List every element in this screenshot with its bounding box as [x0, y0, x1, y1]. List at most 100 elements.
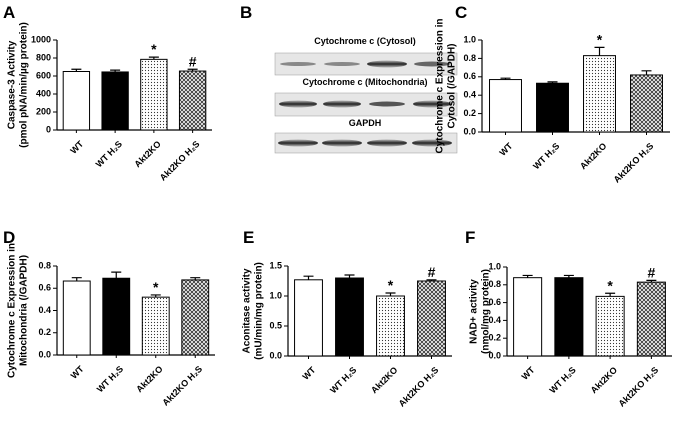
- bar: [102, 277, 131, 356]
- y-tick-label: 0.4: [38, 305, 51, 315]
- y-tick-label: 0.6: [38, 283, 51, 293]
- y-axis-label: Cytochrome c Expression in: [7, 243, 18, 378]
- bar: [513, 277, 543, 357]
- y-tick-label: 0.2: [488, 333, 501, 343]
- x-tick-label: Akt2KO H₂S: [616, 365, 660, 409]
- error-bar: [563, 274, 574, 278]
- blot-band: [414, 61, 450, 67]
- y-tick-label: 0.6: [488, 297, 501, 307]
- x-tick-label: WT H₂S: [547, 365, 577, 395]
- blot-band: [324, 62, 360, 66]
- y-tick-label: 1000: [31, 34, 51, 44]
- x-tick-label: WT: [520, 365, 537, 382]
- y-axis-label: (mU/min/mg protein): [254, 262, 265, 360]
- error-bar: [594, 46, 605, 56]
- bar: [536, 82, 569, 133]
- error-bar: [190, 277, 201, 280]
- chart-panel: E Aconitase activity (mU/min/mg protein) 0.…: [242, 228, 452, 409]
- blot-band: [367, 60, 407, 68]
- y-tick-label: 0.8: [463, 53, 476, 63]
- x-tick-label: WT: [69, 364, 86, 381]
- bar: [141, 296, 170, 356]
- x-tick-label: Akt2KO H₂S: [160, 364, 204, 408]
- x-tick-label: WT H₂S: [94, 139, 124, 169]
- annotation: *: [388, 277, 394, 293]
- y-tick-label: 0.2: [463, 108, 476, 118]
- error-bar: [71, 68, 82, 72]
- blot-strip: [274, 92, 458, 117]
- y-tick-label: 0.0: [269, 350, 282, 360]
- chart-panel: C Cytochrome c Expression in Cytosol (/GAP…: [435, 3, 670, 185]
- error-bar: [148, 56, 159, 60]
- y-axis-label: (nmol/mg protein): [481, 269, 492, 354]
- y-axis-label: Cytosol (/GAPDH): [447, 44, 458, 129]
- x-tick-label: WT: [497, 141, 514, 158]
- bar: [62, 71, 91, 131]
- y-axis-label: (pmol pNA/min/µg protein): [19, 22, 30, 148]
- blot-band: [369, 101, 405, 107]
- y-axis-label: Cytochrome c Expression in: [435, 18, 446, 153]
- y-tick-label: 600: [36, 70, 51, 80]
- error-bar: [71, 277, 82, 282]
- x-tick-label: Akt2KO H₂S: [158, 139, 202, 183]
- error-bar: [111, 271, 122, 279]
- error-bar: [522, 274, 533, 278]
- x-tick-label: WT H₂S: [95, 364, 125, 394]
- blot-band: [322, 139, 362, 147]
- y-tick-label: 0.4: [463, 90, 476, 100]
- annotation: *: [607, 277, 613, 293]
- error-bar: [385, 292, 396, 296]
- x-tick-label: Akt2KO H₂S: [612, 141, 656, 185]
- blot-band: [367, 139, 407, 147]
- error-bar: [605, 292, 616, 297]
- y-axis-label: Caspase-3 Activity: [7, 40, 18, 129]
- y-tick-label: 0: [46, 124, 51, 134]
- blot-panel: B Cytochrome c (Cytosol) Cytochrome c (M…: [240, 3, 458, 154]
- panel-letter: D: [3, 228, 15, 247]
- blot-band: [412, 139, 452, 147]
- blot-band: [280, 62, 316, 66]
- error-bar: [547, 81, 558, 84]
- blot-strip: [274, 52, 458, 76]
- error-bar: [187, 68, 198, 72]
- bar: [181, 279, 210, 356]
- y-tick-label: 200: [36, 106, 51, 116]
- annotation: #: [647, 264, 655, 280]
- x-tick-label: Akt2KO H₂S: [397, 365, 441, 409]
- panel-letter: B: [240, 3, 252, 22]
- blot-strip: [274, 132, 458, 154]
- y-tick-label: 1.5: [269, 260, 282, 270]
- y-tick-label: 400: [36, 88, 51, 98]
- bar: [630, 74, 663, 133]
- bar: [335, 277, 364, 357]
- blot-row-label: Cytochrome c (Mitochondria): [302, 77, 427, 87]
- bar: [101, 71, 129, 131]
- bar: [554, 277, 584, 357]
- y-tick-label: 0.0: [488, 350, 501, 360]
- bar: [376, 295, 405, 357]
- bar: [636, 281, 666, 357]
- y-tick-label: 0.4: [488, 315, 501, 325]
- blot-band: [413, 100, 451, 108]
- bar: [178, 70, 207, 131]
- y-tick-label: 1.0: [269, 290, 282, 300]
- y-axis-label: Aconitase activity: [242, 268, 253, 353]
- panel-letter: E: [243, 228, 254, 247]
- x-tick-label: WT H₂S: [328, 365, 358, 395]
- y-tick-label: 1.0: [463, 34, 476, 44]
- chart-panel: F NAD+ activity (nmol/mg protein)0.0 0.2 0.4…: [465, 228, 672, 409]
- y-tick-label: 0.0: [463, 126, 476, 136]
- error-bar: [646, 279, 657, 283]
- y-tick-label: 1.0: [488, 261, 501, 271]
- annotation: *: [151, 41, 157, 57]
- x-tick-label: WT: [300, 365, 317, 382]
- blot-row-label: GAPDH: [349, 118, 382, 128]
- error-bar: [303, 275, 314, 280]
- y-tick-label: 0.6: [463, 71, 476, 81]
- annotation: *: [597, 31, 603, 47]
- annotation: #: [428, 264, 436, 280]
- blot-band: [278, 139, 318, 147]
- bar: [294, 279, 323, 357]
